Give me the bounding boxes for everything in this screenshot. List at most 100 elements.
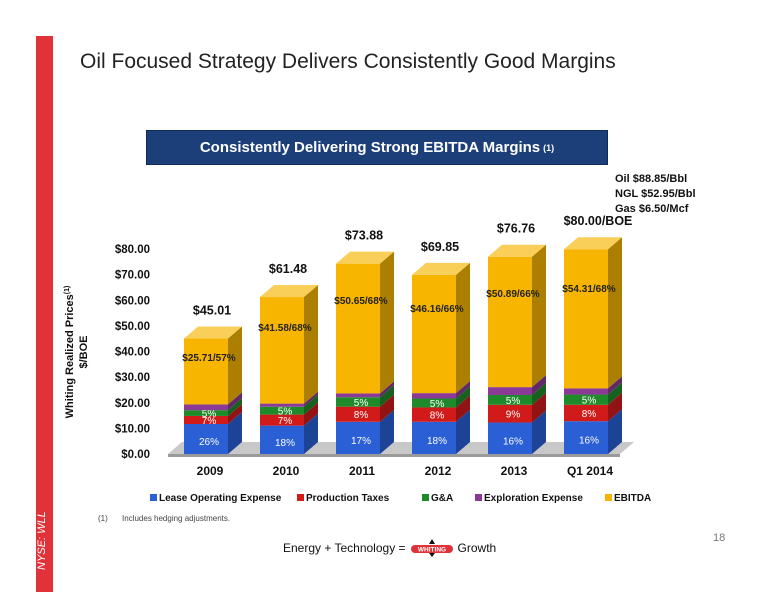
data-label-production: 9% — [506, 410, 521, 421]
bar-side-production — [608, 392, 622, 422]
bar-side-lease — [228, 412, 242, 454]
bar-production — [184, 415, 228, 425]
bar-exploration — [336, 393, 380, 398]
bar-top — [336, 251, 394, 264]
data-label-lease: 18% — [275, 438, 295, 449]
bar-lease — [184, 424, 228, 454]
bar-side-ga — [304, 394, 318, 415]
slogan: Energy + Technology = WHITING Growth — [283, 538, 496, 558]
bar-exploration — [260, 403, 304, 407]
data-label-ebitda: $46.16/66% — [410, 304, 463, 315]
logo-text: WHITING — [417, 547, 445, 554]
data-label-ebitda: $50.65/68% — [334, 296, 387, 307]
legend-swatch-ebitda — [605, 494, 612, 501]
legend-swatch-ga — [422, 494, 429, 501]
y-tick-label: $60.00 — [115, 295, 150, 307]
footnote-text: Includes hedging adjustments. — [122, 514, 231, 523]
data-label-production: 8% — [582, 409, 597, 420]
page-number: 18 — [713, 532, 726, 544]
bar-top — [184, 326, 242, 339]
price-oil: Oil $88.85/Bbl — [615, 173, 688, 185]
bar-side-ebitda — [532, 244, 546, 388]
price-gas: Gas $6.50/Mcf — [615, 203, 689, 215]
data-label-production: 7% — [278, 416, 293, 427]
bar-side-exploration — [456, 381, 470, 399]
legend-label-production: Production Taxes — [306, 493, 390, 504]
bar-side-exploration — [304, 391, 318, 407]
slogan-left: Energy + Technology = — [283, 541, 406, 555]
y-tick-label: $30.00 — [115, 372, 150, 384]
bar-ebitda — [184, 338, 228, 405]
data-label-production: 8% — [354, 410, 369, 421]
bar-ebitda — [412, 274, 456, 394]
y-tick-label: $80.00 — [115, 244, 150, 256]
data-label-ga: 5% — [202, 409, 217, 420]
bar-side-ga — [380, 385, 394, 407]
bar-side-ebitda — [228, 326, 242, 405]
bar-total-label: $76.76 — [497, 222, 535, 236]
bar-side-lease — [532, 410, 546, 454]
bar-total-label: $69.85 — [421, 240, 459, 254]
y-tick-label: $50.00 — [115, 321, 150, 333]
bar-ebitda — [488, 256, 532, 388]
bar-ga — [412, 398, 456, 408]
data-label-ebitda: $41.58/68% — [258, 323, 311, 334]
bar-total-label: $73.88 — [345, 229, 383, 243]
bar-ga — [260, 406, 304, 415]
bar-side-exploration — [532, 375, 546, 395]
price-ngl: NGL $52.95/Bbl — [615, 188, 696, 200]
bar-side-production — [228, 403, 242, 425]
data-label-lease: 18% — [427, 436, 447, 447]
bar-side-production — [532, 392, 546, 423]
chart-floor-edge — [168, 454, 620, 457]
bar-side-ga — [228, 398, 242, 416]
data-label-ga: 5% — [582, 396, 597, 407]
bar-exploration — [488, 387, 532, 395]
bar-ga — [564, 394, 608, 405]
bar-side-exploration — [608, 376, 622, 395]
y-tick-label: $10.00 — [115, 423, 150, 435]
legend-swatch-lease — [150, 494, 157, 501]
bar-ebitda — [260, 297, 304, 404]
bar-side-lease — [380, 409, 394, 454]
bar-top — [488, 244, 546, 257]
bar-lease — [412, 421, 456, 454]
bar-top — [564, 237, 622, 250]
legend-label-ebitda: EBITDA — [614, 493, 651, 504]
data-label-lease: 17% — [351, 436, 371, 447]
y-axis-title: Whiting Realized Prices(1) — [64, 286, 76, 419]
data-label-ebitda: $25.71/57% — [182, 353, 235, 364]
bar-side-exploration — [228, 392, 242, 411]
banner-footnote-marker: (1) — [543, 142, 555, 153]
bar-production — [260, 414, 304, 426]
x-tick-label: 2013 — [501, 464, 528, 478]
bar-side-ga — [608, 382, 622, 405]
bar-side-ebitda — [456, 262, 470, 394]
footnote-number: (1) — [98, 514, 108, 523]
bar-side-lease — [608, 409, 622, 454]
x-tick-label: Q1 2014 — [567, 464, 613, 478]
bar-side-ga — [532, 382, 546, 405]
bar-top — [260, 285, 318, 298]
y-tick-label: $40.00 — [115, 347, 150, 359]
banner-text: Consistently Delivering Strong EBITDA Ma… — [199, 139, 541, 156]
data-label-ga: 5% — [354, 398, 369, 409]
legend-label-exploration: Exploration Expense — [484, 493, 583, 504]
data-label-ga: 5% — [506, 396, 521, 407]
whiting-logo: WHITING — [410, 539, 453, 557]
y-tick-label: $0.00 — [121, 449, 150, 461]
data-label-ga: 5% — [278, 407, 293, 418]
bar-total-label: $80.00/BOE — [564, 214, 633, 228]
bar-side-lease — [456, 409, 470, 454]
accent-sidebar — [36, 36, 53, 592]
x-tick-label: 2011 — [349, 464, 375, 478]
y-tick-label: $70.00 — [115, 270, 150, 282]
bar-production — [412, 407, 456, 422]
bar-lease — [564, 421, 608, 454]
bar-total-label: $45.01 — [193, 304, 231, 318]
bar-side-lease — [304, 413, 318, 454]
bar-ga — [184, 410, 228, 416]
bar-side-production — [456, 395, 470, 422]
bar-side-ebitda — [304, 285, 318, 404]
data-label-ebitda: $54.31/68% — [562, 284, 615, 295]
